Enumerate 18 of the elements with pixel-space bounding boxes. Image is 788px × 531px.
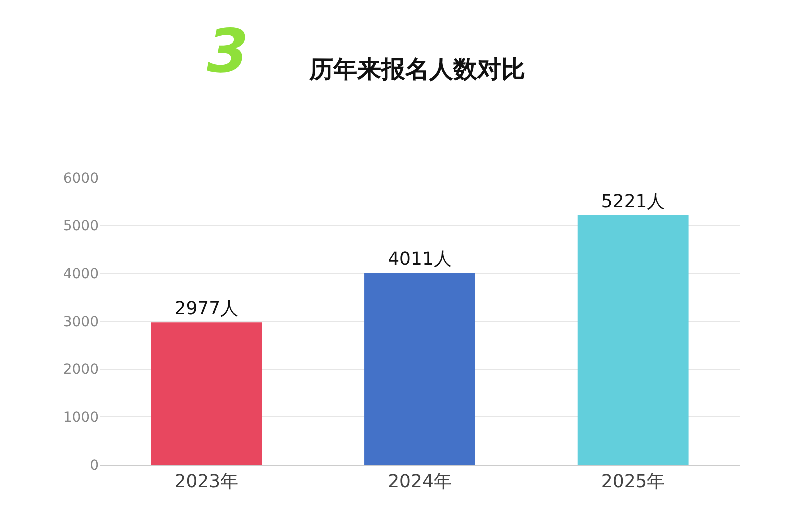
y-tick-label: 1000	[63, 410, 99, 426]
data-label: 5221人	[601, 191, 666, 212]
y-tick-label: 2000	[63, 362, 99, 378]
y-tick-label: 6000	[63, 170, 99, 187]
bar	[364, 273, 476, 465]
chart-title: 历年来报名人数对比	[308, 55, 526, 84]
x-tick-label: 2023年	[174, 472, 239, 493]
y-tick-label: 3000	[63, 314, 99, 330]
data-label: 2977人	[174, 298, 239, 320]
text: 3	[207, 17, 249, 87]
y-tick-label: 0	[90, 458, 99, 474]
bar	[151, 322, 262, 465]
x-tick-label: 2024年	[388, 472, 452, 493]
y-tick-label: 4000	[63, 266, 99, 283]
bar	[578, 215, 689, 465]
data-label: 4011人	[388, 249, 452, 270]
x-tick-label: 2025年	[601, 472, 666, 493]
y-tick-label: 5000	[63, 218, 99, 235]
